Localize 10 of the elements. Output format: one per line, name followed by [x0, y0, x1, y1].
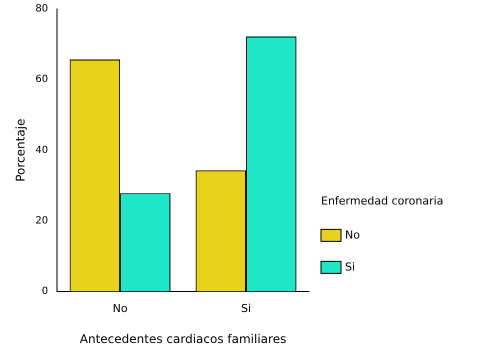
- legend-title: Enfermedad coronaria: [321, 194, 444, 208]
- x-axis-title: Antecedentes cardiacos familiares: [80, 332, 286, 346]
- y-axis-title: Porcentaje: [13, 118, 28, 182]
- y-tick-label: 0: [42, 286, 48, 297]
- legend-label: No: [345, 228, 360, 242]
- y-tick-label: 20: [35, 215, 48, 226]
- y-tick-label: 60: [35, 74, 48, 86]
- y-tick-label: 40: [35, 144, 48, 156]
- legend-label: Si: [345, 260, 356, 274]
- y-tick-label: 80: [35, 4, 48, 15]
